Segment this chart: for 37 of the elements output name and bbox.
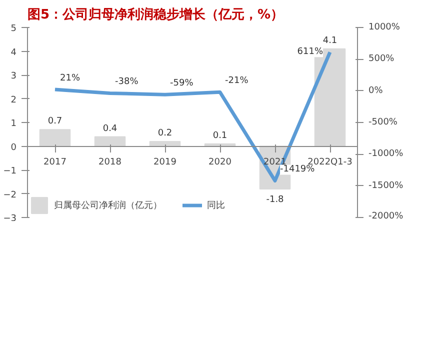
- legend-label: 同比: [207, 200, 226, 212]
- data-label: -1419%: [280, 164, 316, 175]
- x-tick-label: 2019: [154, 157, 177, 168]
- legend-label: 归属母公司净利润（亿元）: [54, 200, 162, 212]
- data-label: 0.7: [48, 116, 62, 127]
- y2-tick-label: 0%: [368, 86, 384, 96]
- y2-tick-label: -500%: [368, 118, 398, 128]
- y-tick-label: −2: [3, 190, 17, 200]
- y2-tick-label: 500%: [368, 54, 395, 64]
- x-tick-label: 2020: [208, 157, 232, 168]
- data-label: 4.1: [322, 36, 338, 46]
- chart-title: 图5：公司归母净利润稳步增长（亿元，%）: [28, 6, 284, 22]
- y-tick-label: 1: [10, 119, 17, 129]
- y-tick-label: 0: [10, 142, 17, 153]
- bar: [39, 129, 71, 147]
- y-tick-label: 5: [10, 24, 17, 34]
- data-label: 21%: [60, 74, 80, 84]
- y-tick-label: 2: [10, 95, 17, 106]
- data-label: 0.4: [102, 124, 118, 134]
- data-label: -38%: [115, 77, 139, 88]
- bar: [94, 136, 126, 147]
- data-label: 611%: [297, 47, 324, 58]
- y2-tick-label: -1500%: [368, 180, 404, 191]
- y2-tick-label: 1000%: [368, 22, 400, 32]
- data-label: -21%: [225, 76, 249, 86]
- y2-tick-label: -1000%: [368, 149, 404, 160]
- data-label: -59%: [170, 78, 194, 89]
- data-label: -1.8: [266, 195, 284, 205]
- x-tick-label: 2017: [44, 157, 66, 168]
- data-label: 0.2: [158, 128, 172, 138]
- y-tick-label: 3: [10, 72, 17, 82]
- data-label: 0.1: [212, 130, 228, 141]
- x-tick-label: 2018: [98, 157, 122, 168]
- y-tick-label: −1: [3, 166, 17, 176]
- y-tick-label: 4: [10, 48, 17, 58]
- y-tick-label: −3: [3, 214, 17, 224]
- y2-tick-label: -2000%: [368, 212, 404, 222]
